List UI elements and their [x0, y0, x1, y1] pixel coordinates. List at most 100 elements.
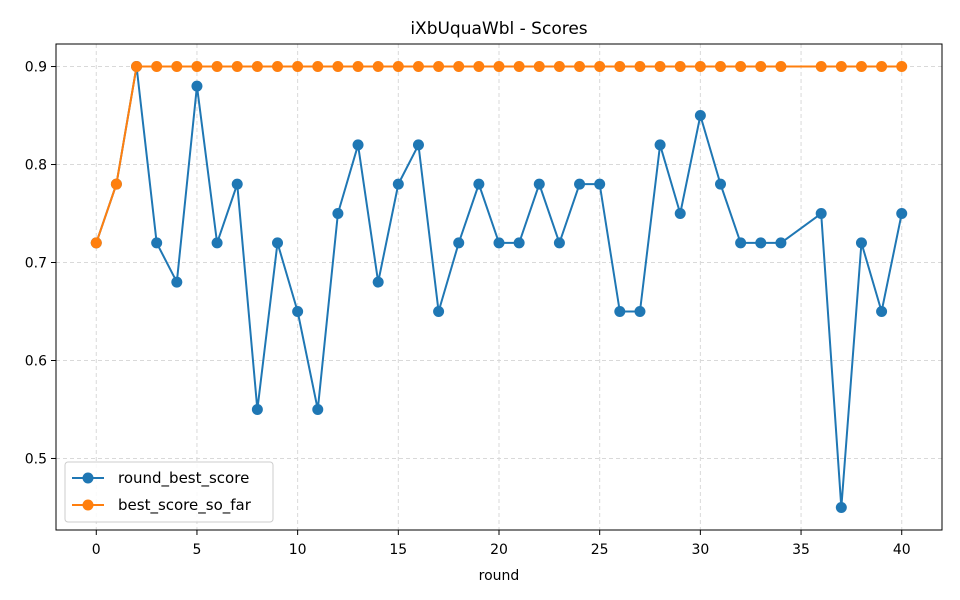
y-tick-label: 0.9	[25, 60, 47, 76]
data-point	[392, 178, 404, 190]
data-point	[634, 61, 646, 73]
data-point	[533, 61, 545, 73]
data-point	[553, 61, 565, 73]
legend-marker	[82, 472, 94, 484]
data-point	[634, 305, 646, 317]
data-point	[151, 61, 163, 73]
data-point	[151, 237, 163, 249]
data-point	[896, 208, 908, 220]
data-point	[412, 139, 424, 151]
data-point	[694, 61, 706, 73]
x-tick-label: 25	[591, 542, 609, 558]
x-tick-label: 10	[289, 542, 307, 558]
data-point	[715, 178, 726, 190]
data-point	[533, 178, 545, 190]
data-point	[433, 61, 445, 73]
data-point	[473, 61, 485, 73]
y-tick-label: 0.8	[25, 158, 47, 174]
data-point	[332, 61, 344, 73]
x-axis-title: round	[479, 568, 520, 584]
data-point	[90, 237, 102, 249]
data-point	[231, 178, 243, 190]
series-line	[95, 65, 903, 509]
data-point	[211, 61, 223, 73]
y-tick-label: 0.7	[25, 256, 47, 272]
data-point	[553, 237, 565, 249]
data-point	[614, 305, 626, 317]
data-point	[292, 305, 304, 317]
legend-marker	[82, 499, 94, 511]
data-point	[654, 139, 666, 151]
data-point	[292, 61, 304, 73]
data-point	[513, 61, 525, 73]
x-tick-label: 30	[691, 542, 709, 558]
data-point	[835, 501, 847, 513]
y-tick-label: 0.5	[25, 451, 47, 467]
data-point	[231, 61, 243, 73]
series-best-score-so-far	[90, 61, 908, 249]
data-point	[654, 61, 666, 73]
data-point	[755, 237, 767, 249]
data-point	[876, 61, 888, 73]
data-point	[513, 237, 525, 249]
data-point	[574, 61, 586, 73]
x-tick-label: 15	[389, 542, 407, 558]
data-point	[372, 61, 384, 73]
data-point	[251, 61, 263, 73]
data-point	[412, 61, 424, 73]
series-layer	[90, 61, 908, 513]
legend: round_best_score best_score_so_far	[64, 461, 274, 523]
data-point	[674, 208, 686, 220]
data-point	[211, 237, 223, 249]
data-point	[312, 403, 324, 415]
legend-entry: round_best_score	[72, 469, 249, 488]
x-tick-label: 5	[192, 542, 201, 558]
x-tick-label: 35	[792, 542, 810, 558]
data-point	[876, 305, 888, 317]
data-point	[493, 237, 505, 249]
data-point	[110, 178, 122, 190]
data-point	[272, 237, 283, 249]
data-point	[352, 139, 364, 151]
data-point	[453, 237, 465, 249]
data-point	[433, 305, 445, 317]
data-point	[896, 61, 908, 73]
data-point	[171, 276, 183, 288]
data-point	[272, 61, 283, 73]
x-tick-label: 40	[893, 542, 911, 558]
data-point	[614, 61, 626, 73]
data-point	[312, 61, 324, 73]
data-point	[715, 61, 726, 73]
data-point	[251, 403, 263, 415]
chart-title: iXbUquaWbl - Scores	[410, 19, 587, 39]
data-point	[735, 61, 747, 73]
data-point	[332, 208, 344, 220]
legend-entry: best_score_so_far	[72, 496, 252, 515]
x-axis: 0 5 10 15 20 25 30 35 40	[92, 530, 911, 558]
grid	[56, 44, 942, 530]
data-point	[171, 61, 183, 73]
data-point	[453, 61, 465, 73]
data-point	[574, 178, 586, 190]
x-tick-label: 20	[490, 542, 508, 558]
data-point	[352, 61, 364, 73]
data-point	[694, 110, 706, 122]
data-point	[855, 237, 867, 249]
legend-entries: round_best_score best_score_so_far	[72, 469, 252, 515]
data-point	[835, 61, 847, 73]
legend-label: best_score_so_far	[118, 496, 252, 515]
x-tick-label: 0	[92, 542, 101, 558]
series-line	[95, 65, 902, 244]
data-point	[815, 208, 827, 220]
data-point	[392, 61, 404, 73]
data-point	[674, 61, 686, 73]
data-point	[372, 276, 384, 288]
data-point	[755, 61, 767, 73]
data-point	[473, 178, 485, 190]
data-point	[594, 178, 606, 190]
data-point	[775, 237, 787, 249]
data-point	[594, 61, 606, 73]
legend-label: round_best_score	[118, 469, 249, 488]
data-point	[815, 61, 827, 73]
